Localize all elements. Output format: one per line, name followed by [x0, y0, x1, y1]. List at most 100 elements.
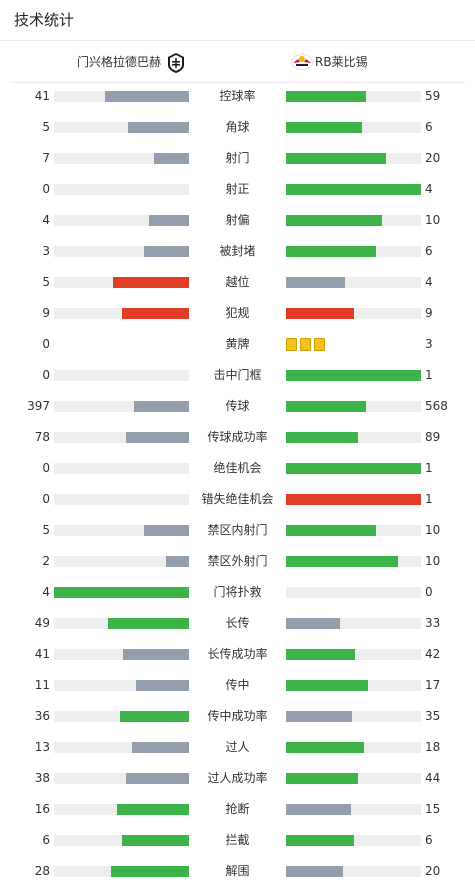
stat-label: 长传 — [225, 616, 250, 630]
away-stat-bar — [286, 184, 421, 195]
stat-row: 0 击中门框 1 — [0, 360, 475, 391]
stat-label: 传球 — [225, 399, 250, 413]
home-team-name: 门兴格拉德巴赫 — [77, 55, 162, 69]
away-stat-value: 35 — [425, 709, 441, 723]
stat-label: 绝佳机会 — [213, 461, 262, 475]
away-stat-value: 6 — [425, 120, 433, 134]
home-stat-value: 3 — [42, 244, 50, 258]
home-stat-value: 4 — [42, 213, 50, 227]
away-stat-bar-fill — [286, 277, 346, 288]
yellow-card-icon — [314, 338, 325, 351]
stat-label: 过人 — [225, 740, 250, 754]
home-stat-bar — [54, 122, 189, 133]
home-stat-bar — [54, 649, 189, 660]
home-stat-value: 0 — [42, 182, 50, 196]
home-stat-value: 7 — [42, 151, 50, 165]
away-stat-bar-fill — [286, 866, 343, 877]
away-stat-value: 89 — [425, 430, 441, 444]
rb-leipzig-crest-icon — [291, 53, 313, 71]
away-stat-bar-fill — [286, 122, 362, 133]
home-stat-bar — [54, 804, 189, 815]
away-stat-bar — [286, 246, 421, 257]
stat-label: 击中门框 — [213, 368, 262, 382]
away-stat-bar-fill — [286, 711, 353, 722]
away-stat-bar — [286, 277, 421, 288]
away-stat-bar-fill — [286, 742, 365, 753]
away-stat-bar — [286, 91, 421, 102]
away-stat-bar — [286, 618, 421, 629]
home-stat-value: 5 — [42, 275, 50, 289]
home-stat-value: 41 — [34, 89, 50, 103]
stat-label: 抢断 — [225, 802, 250, 816]
home-stat-value: 78 — [34, 430, 50, 444]
away-stat-bar-fill — [286, 525, 377, 536]
home-stat-bar-fill — [166, 556, 189, 567]
away-stat-value: 44 — [425, 771, 441, 785]
stat-row: 4 门将扑救 0 — [0, 577, 475, 608]
stat-label: 越位 — [225, 275, 250, 289]
away-stat-bar-fill — [286, 773, 358, 784]
away-stat-bar — [286, 556, 421, 567]
away-stat-bar — [286, 153, 421, 164]
stats-header: 技术统计 — [0, 0, 475, 41]
home-stat-bar-fill — [121, 308, 189, 319]
home-team[interactable]: 门兴格拉德巴赫 — [77, 41, 185, 82]
home-stat-bar — [54, 773, 189, 784]
stat-row: 0 绝佳机会 1 — [0, 453, 475, 484]
stat-label: 过人成功率 — [207, 771, 268, 785]
home-stat-bar — [54, 432, 189, 443]
away-stat-value: 1 — [425, 368, 433, 382]
away-stat-value: 20 — [425, 151, 441, 165]
stat-label: 禁区外射门 — [207, 554, 268, 568]
away-stat-bar — [286, 122, 421, 133]
away-stat-bar — [286, 370, 421, 381]
away-stat-bar-fill — [286, 153, 386, 164]
home-stat-bar-fill — [113, 277, 189, 288]
home-stat-value: 49 — [34, 616, 50, 630]
home-stat-value: 2 — [42, 554, 50, 568]
away-stat-value: 6 — [425, 244, 433, 258]
home-stat-value: 0 — [42, 461, 50, 475]
home-stat-bar-fill — [117, 804, 189, 815]
stat-row: 78 传球成功率 89 — [0, 422, 475, 453]
home-stat-bar — [54, 463, 189, 474]
home-stat-value: 4 — [42, 585, 50, 599]
away-stat-bar — [286, 649, 421, 660]
home-stat-bar — [54, 91, 189, 102]
away-stat-bar-fill — [286, 556, 399, 567]
home-stat-value: 11 — [34, 678, 50, 692]
home-stat-value: 28 — [34, 864, 50, 878]
stat-label: 传球成功率 — [207, 430, 268, 444]
away-stat-bar-fill — [286, 835, 354, 846]
away-team-name: RB莱比锡 — [315, 55, 368, 69]
stat-row: 5 越位 4 — [0, 267, 475, 298]
away-stat-bar-fill — [286, 804, 351, 815]
away-stat-bar — [286, 866, 421, 877]
away-stat-value: 9 — [425, 306, 433, 320]
away-stat-value: 59 — [425, 89, 441, 103]
stats-list: 41 控球率 59 5 角球 6 7 射门 20 0 射正 4 4 射偏 10 3 被封堵 6 5 越位 4 9 犯规 9 0 黄… — [0, 81, 475, 887]
home-stat-bar — [54, 370, 189, 381]
stat-label: 射正 — [225, 182, 250, 196]
away-stat-bar-fill — [286, 184, 421, 195]
stat-label: 被封堵 — [219, 244, 256, 258]
home-stat-bar-fill — [54, 587, 189, 598]
away-stat-bar-fill — [286, 370, 421, 381]
stat-row: 0 黄牌 3 — [0, 329, 475, 360]
home-stat-bar-fill — [125, 773, 189, 784]
stat-row: 38 过人成功率 44 — [0, 763, 475, 794]
away-stat-bar — [286, 215, 421, 226]
home-stat-bar-fill — [120, 711, 189, 722]
home-stat-bar — [54, 401, 189, 412]
away-stat-bar-fill — [286, 618, 340, 629]
stat-label: 角球 — [225, 120, 250, 134]
stat-row: 28 解围 20 — [0, 856, 475, 887]
stat-label: 传中成功率 — [207, 709, 268, 723]
home-stat-bar-fill — [144, 525, 189, 536]
stat-row: 3 被封堵 6 — [0, 236, 475, 267]
away-team[interactable]: RB莱比锡 — [291, 41, 368, 82]
home-stat-bar-fill — [108, 618, 189, 629]
stat-row: 6 拦截 6 — [0, 825, 475, 856]
stat-label: 控球率 — [219, 89, 256, 103]
home-stat-bar-fill — [136, 680, 189, 691]
